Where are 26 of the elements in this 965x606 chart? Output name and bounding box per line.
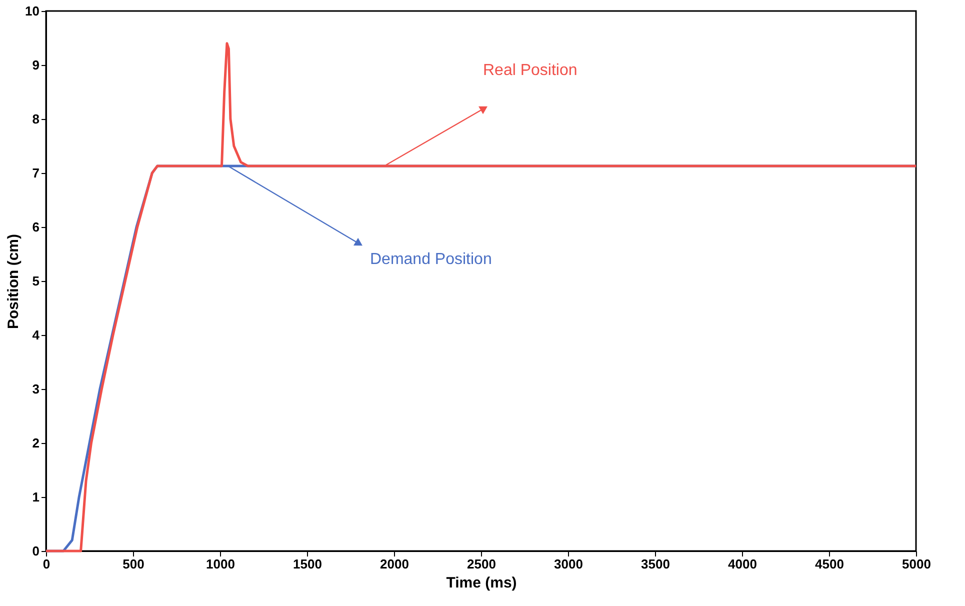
- y-tick-label: 10: [25, 4, 40, 18]
- y-tick-label: 8: [32, 112, 40, 126]
- y-tick-label: 4: [32, 328, 40, 342]
- x-tick-label: 4500: [815, 556, 844, 572]
- y-tick-label: 5: [32, 274, 40, 288]
- x-tick-label: 1500: [293, 556, 322, 572]
- x-tick-label: 5000: [902, 556, 931, 572]
- y-tick-label: 2: [32, 436, 40, 450]
- y-tick-label: 1: [32, 490, 40, 504]
- annotation: Demand Position: [370, 251, 492, 268]
- x-tick-label: 3500: [641, 556, 670, 572]
- y-tick-label: 0: [32, 544, 40, 558]
- y-tick-label: 3: [32, 382, 40, 396]
- y-tick-label: 7: [32, 166, 40, 180]
- x-tick-label: 2000: [380, 556, 409, 572]
- annotation: Real Position: [483, 62, 578, 79]
- x-tick-label: 4000: [728, 556, 757, 572]
- x-tick-label: 500: [122, 556, 144, 572]
- x-tick-label: 2500: [467, 556, 496, 572]
- x-axis-title: Time (ms): [446, 574, 517, 592]
- y-tick-label: 9: [32, 58, 40, 72]
- x-tick-label: 1000: [206, 556, 235, 572]
- y-tick-label: 6: [32, 220, 40, 234]
- x-tick-label: 0: [42, 556, 50, 572]
- x-tick-label: 3000: [554, 556, 583, 572]
- y-axis-title: Position (cm): [5, 234, 22, 330]
